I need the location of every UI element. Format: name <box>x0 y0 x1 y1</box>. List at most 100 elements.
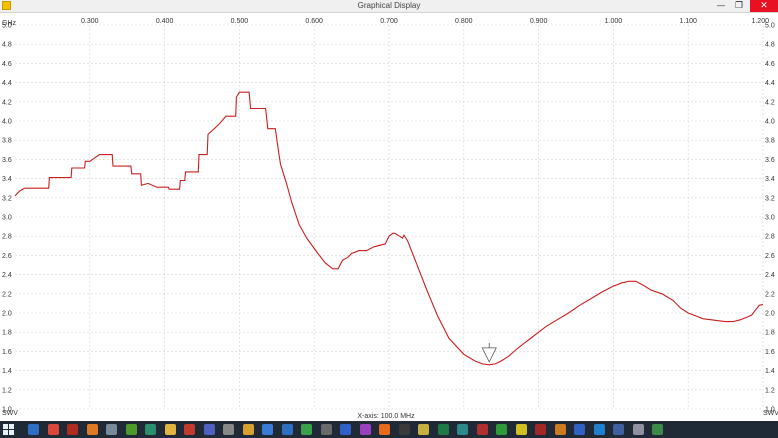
y-tick-label-left: 4.4 <box>2 80 12 87</box>
app-icon-9[interactable] <box>184 424 195 435</box>
y-tick-label-left: 3.0 <box>2 215 12 222</box>
y-tick-label-left: 2.4 <box>2 272 12 279</box>
app-icon-27[interactable] <box>535 424 546 435</box>
marker-triangle[interactable] <box>481 342 497 363</box>
x-tick-label: 0.900 <box>530 18 548 25</box>
y-tick-label-right: 3.6 <box>765 157 775 164</box>
x-tick-label: 1.000 <box>605 18 623 25</box>
app-icon-11[interactable] <box>223 424 234 435</box>
x-tick-label: 1.200 <box>751 18 769 25</box>
app-icon-33[interactable] <box>652 424 663 435</box>
y-tick-label-right: 1.0 <box>765 407 775 414</box>
swr-series-line <box>14 91 764 366</box>
app-icon-12[interactable] <box>242 424 254 435</box>
y-tick-label-right: 2.6 <box>765 253 775 260</box>
app-icon-23[interactable] <box>457 424 468 435</box>
app-icon-24[interactable] <box>476 424 488 435</box>
x-tick-label: 0.700 <box>380 18 398 25</box>
taskbar <box>0 421 778 438</box>
x-tick-label: 0.300 <box>81 18 99 25</box>
y-tick-label-right: 1.2 <box>765 387 775 394</box>
app-icon-6[interactable] <box>125 424 137 435</box>
chrome-icon[interactable] <box>47 424 59 435</box>
y-tick-label-left: 1.6 <box>2 349 12 356</box>
y-unit-label-left: SWV <box>2 410 18 417</box>
y-tick-label-right: 4.6 <box>765 61 775 68</box>
y-tick-label-right: 2.4 <box>765 272 775 279</box>
y-tick-label-left: 2.2 <box>2 291 12 298</box>
x-tick-label: 0.600 <box>305 18 323 25</box>
filezilla-icon[interactable] <box>67 424 78 435</box>
y-tick-label-right: 5.0 <box>765 23 775 30</box>
x-tick-label: 0.800 <box>455 18 473 25</box>
app-icon-19[interactable] <box>379 424 390 435</box>
x-unit-label-top: GHz <box>2 20 17 27</box>
app-icon-14[interactable] <box>281 424 293 435</box>
app-icon-10[interactable] <box>203 424 215 435</box>
windows-start-icon[interactable] <box>3 424 14 435</box>
y-tick-label-left: 2.8 <box>2 234 12 241</box>
y-tick-label-left: 4.0 <box>2 119 12 126</box>
x-tick-label: 0.500 <box>231 18 249 25</box>
marker-shape <box>481 347 497 363</box>
y-tick-label-right: 4.8 <box>765 42 775 49</box>
app-icon-28[interactable] <box>554 424 566 435</box>
swr-chart: 1.0 1.0 1.2 1.2 1.4 1.4 1.6 1.6 1.8 1.8 2.0 2.0 2.2 2… <box>2 18 778 420</box>
x-axis-ticks: 0.300 0.400 0.500 0.600 0.700 0.800 0.900 1.000… <box>81 18 769 25</box>
y-tick-label-left: 3.6 <box>2 157 12 164</box>
y-tick-label-right: 2.2 <box>765 291 775 298</box>
app-icon <box>2 1 11 10</box>
y-tick-label-left: 5.0 <box>2 23 12 30</box>
app-icon-20[interactable] <box>398 424 410 435</box>
app-icon-16[interactable] <box>320 424 332 435</box>
app-icon-26[interactable] <box>515 424 527 435</box>
y-tick-label-left: 4.8 <box>2 42 12 49</box>
y-tick-label-left: 4.2 <box>2 99 12 106</box>
y-tick-label-left: 3.2 <box>2 195 12 202</box>
y-tick-label-left: 1.0 <box>2 407 12 414</box>
title-bar: Graphical Display — ❐ ✕ <box>0 0 778 13</box>
y-axis-ticks: 1.0 1.0 1.2 1.2 1.4 1.4 1.6 1.6 1.8 1.8 2.0 2.0 2.2 2… <box>2 23 775 414</box>
y-tick-label-left: 2.0 <box>2 311 12 318</box>
x-tick-label: 1.100 <box>679 18 697 25</box>
y-tick-label-left: 4.6 <box>2 61 12 68</box>
y-tick-label-right: 1.4 <box>765 368 775 375</box>
app-icon-32[interactable] <box>632 424 644 435</box>
app-icon-13[interactable] <box>262 424 273 435</box>
y-tick-label-right: 4.2 <box>765 99 775 106</box>
y-tick-label-left: 1.4 <box>2 368 12 375</box>
app-icon-25[interactable] <box>496 424 507 435</box>
maximize-button[interactable]: ❐ <box>734 1 744 11</box>
close-button[interactable]: ✕ <box>750 0 778 12</box>
app-icon-30[interactable] <box>593 424 605 435</box>
y-tick-label-right: 1.6 <box>765 349 775 356</box>
y-tick-label-left: 2.6 <box>2 253 12 260</box>
y-tick-label-right: 4.0 <box>765 119 775 126</box>
chart-grid <box>15 24 764 410</box>
x-tick-label: 0.400 <box>156 18 174 25</box>
y-tick-label-right: 3.0 <box>765 215 775 222</box>
y-tick-label-right: 4.4 <box>765 80 775 87</box>
minimize-button[interactable]: — <box>716 1 726 11</box>
y-tick-label-right: 3.4 <box>765 176 775 183</box>
y-tick-label-right: 3.2 <box>765 195 775 202</box>
calculator-icon[interactable] <box>106 424 117 435</box>
app-icon-7[interactable] <box>145 424 156 435</box>
y-tick-label-left: 1.2 <box>2 387 12 394</box>
app-icon-15[interactable] <box>301 424 312 435</box>
app-icon-4[interactable] <box>86 424 98 435</box>
excel-icon[interactable] <box>437 424 449 435</box>
app-icon-18[interactable] <box>359 424 371 435</box>
y-tick-label-right: 1.8 <box>765 330 775 337</box>
explorer-icon[interactable] <box>28 424 39 435</box>
app-icon-31[interactable] <box>613 424 624 435</box>
app-icon-17[interactable] <box>340 424 351 435</box>
app-icon-21[interactable] <box>418 424 429 435</box>
x-axis-caption: X-axis: 100.0 MHz <box>357 413 415 420</box>
window-title: Graphical Display <box>357 1 421 10</box>
y-tick-label-right: 2.0 <box>765 311 775 318</box>
y-tick-label-left: 3.4 <box>2 176 12 183</box>
notes-icon[interactable] <box>164 424 176 435</box>
y-tick-label-left: 3.8 <box>2 138 12 145</box>
app-icon-29[interactable] <box>574 424 585 435</box>
